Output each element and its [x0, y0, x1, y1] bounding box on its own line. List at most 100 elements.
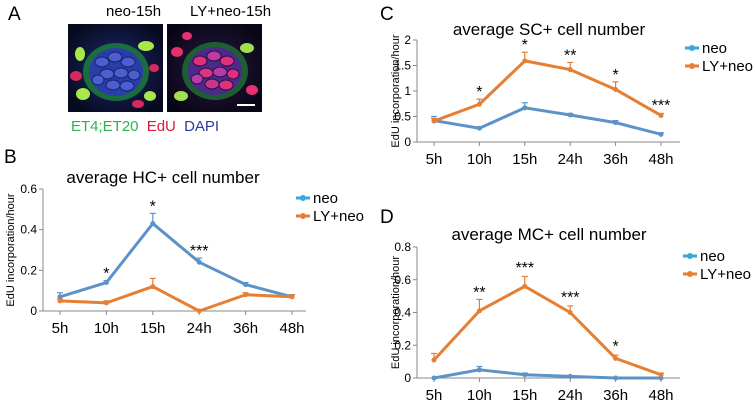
micrograph-neo — [68, 24, 163, 112]
data-point-neo — [476, 367, 482, 373]
data-point-ly-neo — [658, 372, 664, 378]
y-axis-label: EdU incorporation/hour — [5, 193, 17, 306]
series-line-neo — [433, 106, 662, 136]
data-point-ly-neo — [567, 310, 573, 315]
legend-label-neo: neo — [702, 40, 727, 57]
chart-title: average HC+ cell number — [66, 168, 260, 187]
x-tick-label: 5h — [52, 320, 69, 337]
micrograph-ly-neo-drawing — [167, 24, 262, 112]
legend-label-ly-neo: LY+neo — [313, 208, 364, 225]
y-tick-label: 0.6 — [20, 182, 37, 196]
y-tick-label: 1 — [404, 84, 411, 98]
data-point-ly-neo — [658, 112, 664, 118]
data-point-ly-neo — [150, 284, 156, 290]
chart-title: average SC+ cell number — [453, 20, 646, 39]
x-tick-label: 36h — [233, 320, 258, 337]
x-tick-label: 15h — [512, 151, 537, 168]
data-point-ly-neo — [522, 283, 528, 289]
x-tick-label: 15h — [512, 387, 537, 404]
stain-label-edu: EdU — [146, 118, 176, 135]
data-point-neo — [658, 131, 664, 137]
x-tick-label: 48h — [279, 320, 304, 337]
data-point-ly-neo — [567, 67, 573, 73]
data-point-neo — [243, 282, 249, 288]
significance-marker: * — [150, 198, 156, 215]
scale-bar — [237, 104, 255, 106]
significance-marker: * — [522, 37, 528, 54]
data-point-ly-neo — [103, 300, 109, 306]
data-point-neo — [476, 125, 482, 131]
x-tick-label: 48h — [648, 151, 673, 168]
y-tick-label: 2 — [404, 33, 411, 47]
y-tick-label: 0 — [404, 135, 411, 149]
micrograph-neo-drawing — [68, 24, 163, 112]
legend-marker-neo — [687, 253, 693, 259]
data-point-neo — [57, 294, 63, 300]
x-tick-label: 48h — [648, 387, 673, 404]
x-tick-label: 24h — [558, 151, 583, 168]
y-tick-label: 0.8 — [394, 240, 411, 254]
significance-marker: ** — [564, 47, 576, 64]
panel-label-c: C — [380, 4, 394, 25]
data-point-ly-neo — [476, 308, 482, 314]
data-point-neo — [567, 112, 573, 118]
y-axis-label: EdU incorporation/hour — [390, 34, 402, 147]
legend-marker-neo — [300, 195, 306, 201]
image-title-neo: neo-15h — [106, 3, 162, 20]
panel-label-d: D — [380, 207, 394, 228]
significance-marker: *** — [515, 260, 534, 277]
x-tick-label: 15h — [140, 320, 165, 337]
x-tick-label: 5h — [426, 387, 443, 404]
stain-legend: ET4;ET20 EdU DAPI — [71, 118, 219, 135]
y-axis-label: EdU incorporation/hour — [390, 256, 402, 369]
y-tick-label: 0 — [30, 304, 37, 318]
y-tick-label: 0.4 — [394, 306, 411, 320]
data-point-ly-neo — [57, 298, 63, 304]
stain-label-et4-et20: ET4;ET20 — [71, 118, 139, 135]
x-tick-label: 24h — [187, 320, 212, 337]
significance-marker: * — [476, 84, 482, 101]
data-point-neo — [150, 221, 156, 227]
y-tick-label: 0.2 — [394, 338, 411, 352]
data-point-ly-neo — [522, 58, 528, 64]
data-point-neo — [567, 373, 573, 379]
data-point-neo — [613, 375, 619, 381]
legend-label-neo: neo — [313, 190, 338, 207]
significance-marker: * — [612, 338, 618, 355]
chart-title: average MC+ cell number — [451, 225, 646, 244]
y-tick-label: 0 — [404, 371, 411, 385]
data-point-ly-neo — [613, 355, 619, 361]
significance-marker: * — [612, 67, 618, 84]
data-point-ly-neo — [431, 357, 437, 363]
data-point-ly-neo — [476, 101, 482, 107]
significance-marker: ** — [473, 284, 485, 301]
significance-marker: *** — [561, 289, 580, 306]
series-line-ly-neo — [433, 59, 662, 123]
y-tick-label: 0.6 — [394, 273, 411, 287]
data-point-ly-neo — [196, 308, 202, 314]
data-point-neo — [196, 259, 202, 265]
stain-label-dapi: DAPI — [184, 118, 220, 135]
data-point-neo — [522, 105, 528, 111]
significance-marker: *** — [190, 243, 209, 260]
panel-label-b: B — [4, 147, 17, 168]
data-point-neo — [613, 120, 619, 126]
significance-marker: * — [103, 266, 109, 283]
series-line-ly-neo — [432, 284, 662, 377]
x-tick-label: 36h — [603, 387, 628, 404]
x-tick-label: 10h — [467, 387, 492, 404]
x-tick-label: 24h — [558, 387, 583, 404]
data-point-ly-neo — [613, 86, 619, 92]
x-tick-label: 10h — [467, 151, 492, 168]
significance-marker: *** — [652, 97, 671, 114]
series-line-ly-neo — [59, 285, 293, 313]
series-line-neo — [433, 368, 661, 380]
x-tick-label: 36h — [603, 151, 628, 168]
image-title-ly-neo: LY+neo-15h — [190, 3, 272, 20]
data-point-neo — [522, 372, 528, 378]
legend-marker-ly-neo — [687, 271, 693, 277]
x-tick-label: 5h — [426, 151, 443, 168]
